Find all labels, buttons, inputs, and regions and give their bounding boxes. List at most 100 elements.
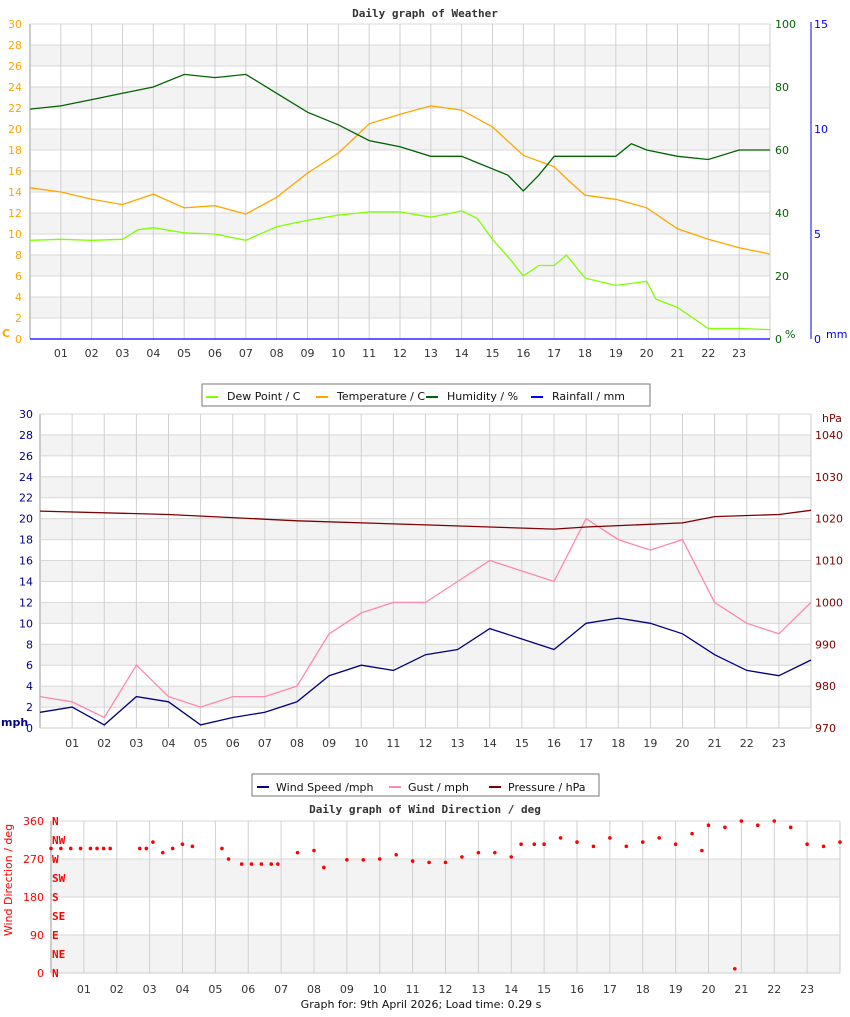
y-tick-label-left: 0: [15, 333, 22, 346]
x-tick-label: 07: [258, 737, 272, 750]
data-point: [144, 846, 149, 851]
y-tick-label-left: 0: [26, 722, 33, 735]
compass-label: NW: [52, 834, 66, 847]
y-tick-label-left: 26: [19, 450, 33, 463]
series-line-gust: [39, 517, 812, 719]
x-tick-label: 15: [515, 737, 529, 750]
x-tick-label: 19: [609, 347, 623, 360]
x-tick-label: 09: [322, 737, 336, 750]
y-tick-label-right: 1020: [815, 513, 843, 526]
y-axis-unit-right: %: [785, 328, 795, 341]
x-tick-label: 15: [486, 347, 500, 360]
x-tick-label: 11: [406, 983, 420, 996]
x-tick-label: 08: [290, 737, 304, 750]
y-tick-label: 90: [30, 929, 44, 942]
x-tick-label: 17: [579, 737, 593, 750]
y-tick-label-left: 12: [8, 207, 22, 220]
data-point: [805, 842, 809, 847]
x-tick-label: 18: [611, 737, 625, 750]
data-point: [220, 846, 224, 851]
x-tick-label: 05: [208, 983, 222, 996]
legend-box: [251, 773, 600, 797]
y-tick-label-right: 980: [815, 680, 836, 693]
y-tick-label: 360: [23, 815, 44, 828]
data-point: [239, 862, 244, 866]
data-point: [706, 823, 711, 828]
y-tick-label-left: 18: [8, 144, 22, 157]
data-point: [137, 846, 142, 851]
x-tick-label: 05: [194, 737, 208, 750]
data-point: [108, 846, 112, 851]
compass-label: N: [52, 815, 59, 828]
y-tick-label-right: 1010: [815, 555, 843, 568]
x-tick-label: 02: [110, 983, 124, 996]
x-tick-label: 14: [455, 347, 469, 360]
data-point: [558, 836, 563, 840]
x-tick-label: 06: [241, 983, 255, 996]
y-tick-label-left: 14: [19, 575, 33, 588]
y-tick-label-left: 12: [19, 596, 33, 609]
y-tick-label-right: 20: [775, 270, 789, 283]
x-tick-label: 20: [702, 983, 716, 996]
x-tick-label: 10: [373, 983, 387, 996]
footer-text: Graph for: 9th April 2026; Load time: 0.…: [301, 998, 542, 1011]
data-point: [772, 819, 777, 823]
data-point: [733, 966, 737, 971]
y-tick-label-right: 60: [775, 144, 789, 157]
x-tick-label: 23: [772, 737, 786, 750]
y-tick-label-right: 0: [775, 333, 782, 346]
x-tick-label: 13: [424, 347, 438, 360]
data-point: [249, 862, 254, 866]
compass-label: NE: [52, 948, 65, 961]
y-tick-label-left: 8: [26, 638, 33, 651]
data-point: [542, 842, 546, 847]
series-line-humidity: [29, 73, 770, 192]
y-tick-label-right: 970: [815, 722, 836, 735]
y-tick-label-left: 6: [15, 270, 22, 283]
x-tick-label: 08: [307, 983, 321, 996]
compass-label: SE: [52, 910, 65, 923]
data-point: [739, 819, 744, 823]
x-tick-label: 04: [162, 737, 176, 750]
x-tick-label: 09: [340, 983, 354, 996]
data-point: [821, 844, 826, 849]
data-point: [345, 858, 349, 862]
y-tick-label-left: 4: [26, 680, 33, 693]
data-point: [673, 842, 678, 847]
x-tick-label: 11: [386, 737, 400, 750]
data-point: [180, 842, 185, 847]
y-axis-unit-rainfall: mm: [826, 328, 847, 341]
chart-title: Daily graph of Weather: [352, 7, 498, 20]
data-point: [361, 858, 366, 862]
x-tick-label: 20: [676, 737, 690, 750]
legend-label: Gust / mph: [408, 781, 469, 794]
data-point: [377, 857, 382, 861]
y-tick-label-left: 22: [19, 492, 33, 505]
data-point: [700, 848, 704, 853]
x-tick-label: 22: [740, 737, 754, 750]
y-tick-label-left: 30: [8, 18, 22, 31]
series-line-wind: [39, 617, 812, 726]
plot-area: 01 02 03 04 05 06 07 08 09 10 11 12 13 14 15 16 17 18 19 20…: [50, 820, 841, 996]
data-point: [59, 846, 63, 851]
x-tick-label: 16: [570, 983, 584, 996]
y-tick-label-left: 6: [26, 659, 33, 672]
data-point: [493, 850, 497, 855]
y-tick-label-right: 1000: [815, 596, 843, 609]
y-tick-label-left: 22: [8, 102, 22, 115]
x-tick-label: 17: [603, 983, 617, 996]
x-tick-label: 12: [393, 347, 407, 360]
x-tick-label: 18: [636, 983, 650, 996]
y-tick-label: 270: [23, 853, 44, 866]
y-tick-label: 180: [23, 891, 44, 904]
legend-label: Rainfall / mm: [552, 390, 625, 403]
legend-label: Humidity / %: [447, 390, 518, 403]
legend-label: Temperature / C: [336, 390, 425, 403]
y-tick-label-right: 100: [775, 18, 796, 31]
x-tick-label: 03: [116, 347, 130, 360]
data-point: [608, 836, 612, 840]
x-tick-label: 21: [708, 737, 722, 750]
y-tick-label-rainfall: 5: [814, 228, 821, 241]
data-point: [160, 850, 165, 855]
